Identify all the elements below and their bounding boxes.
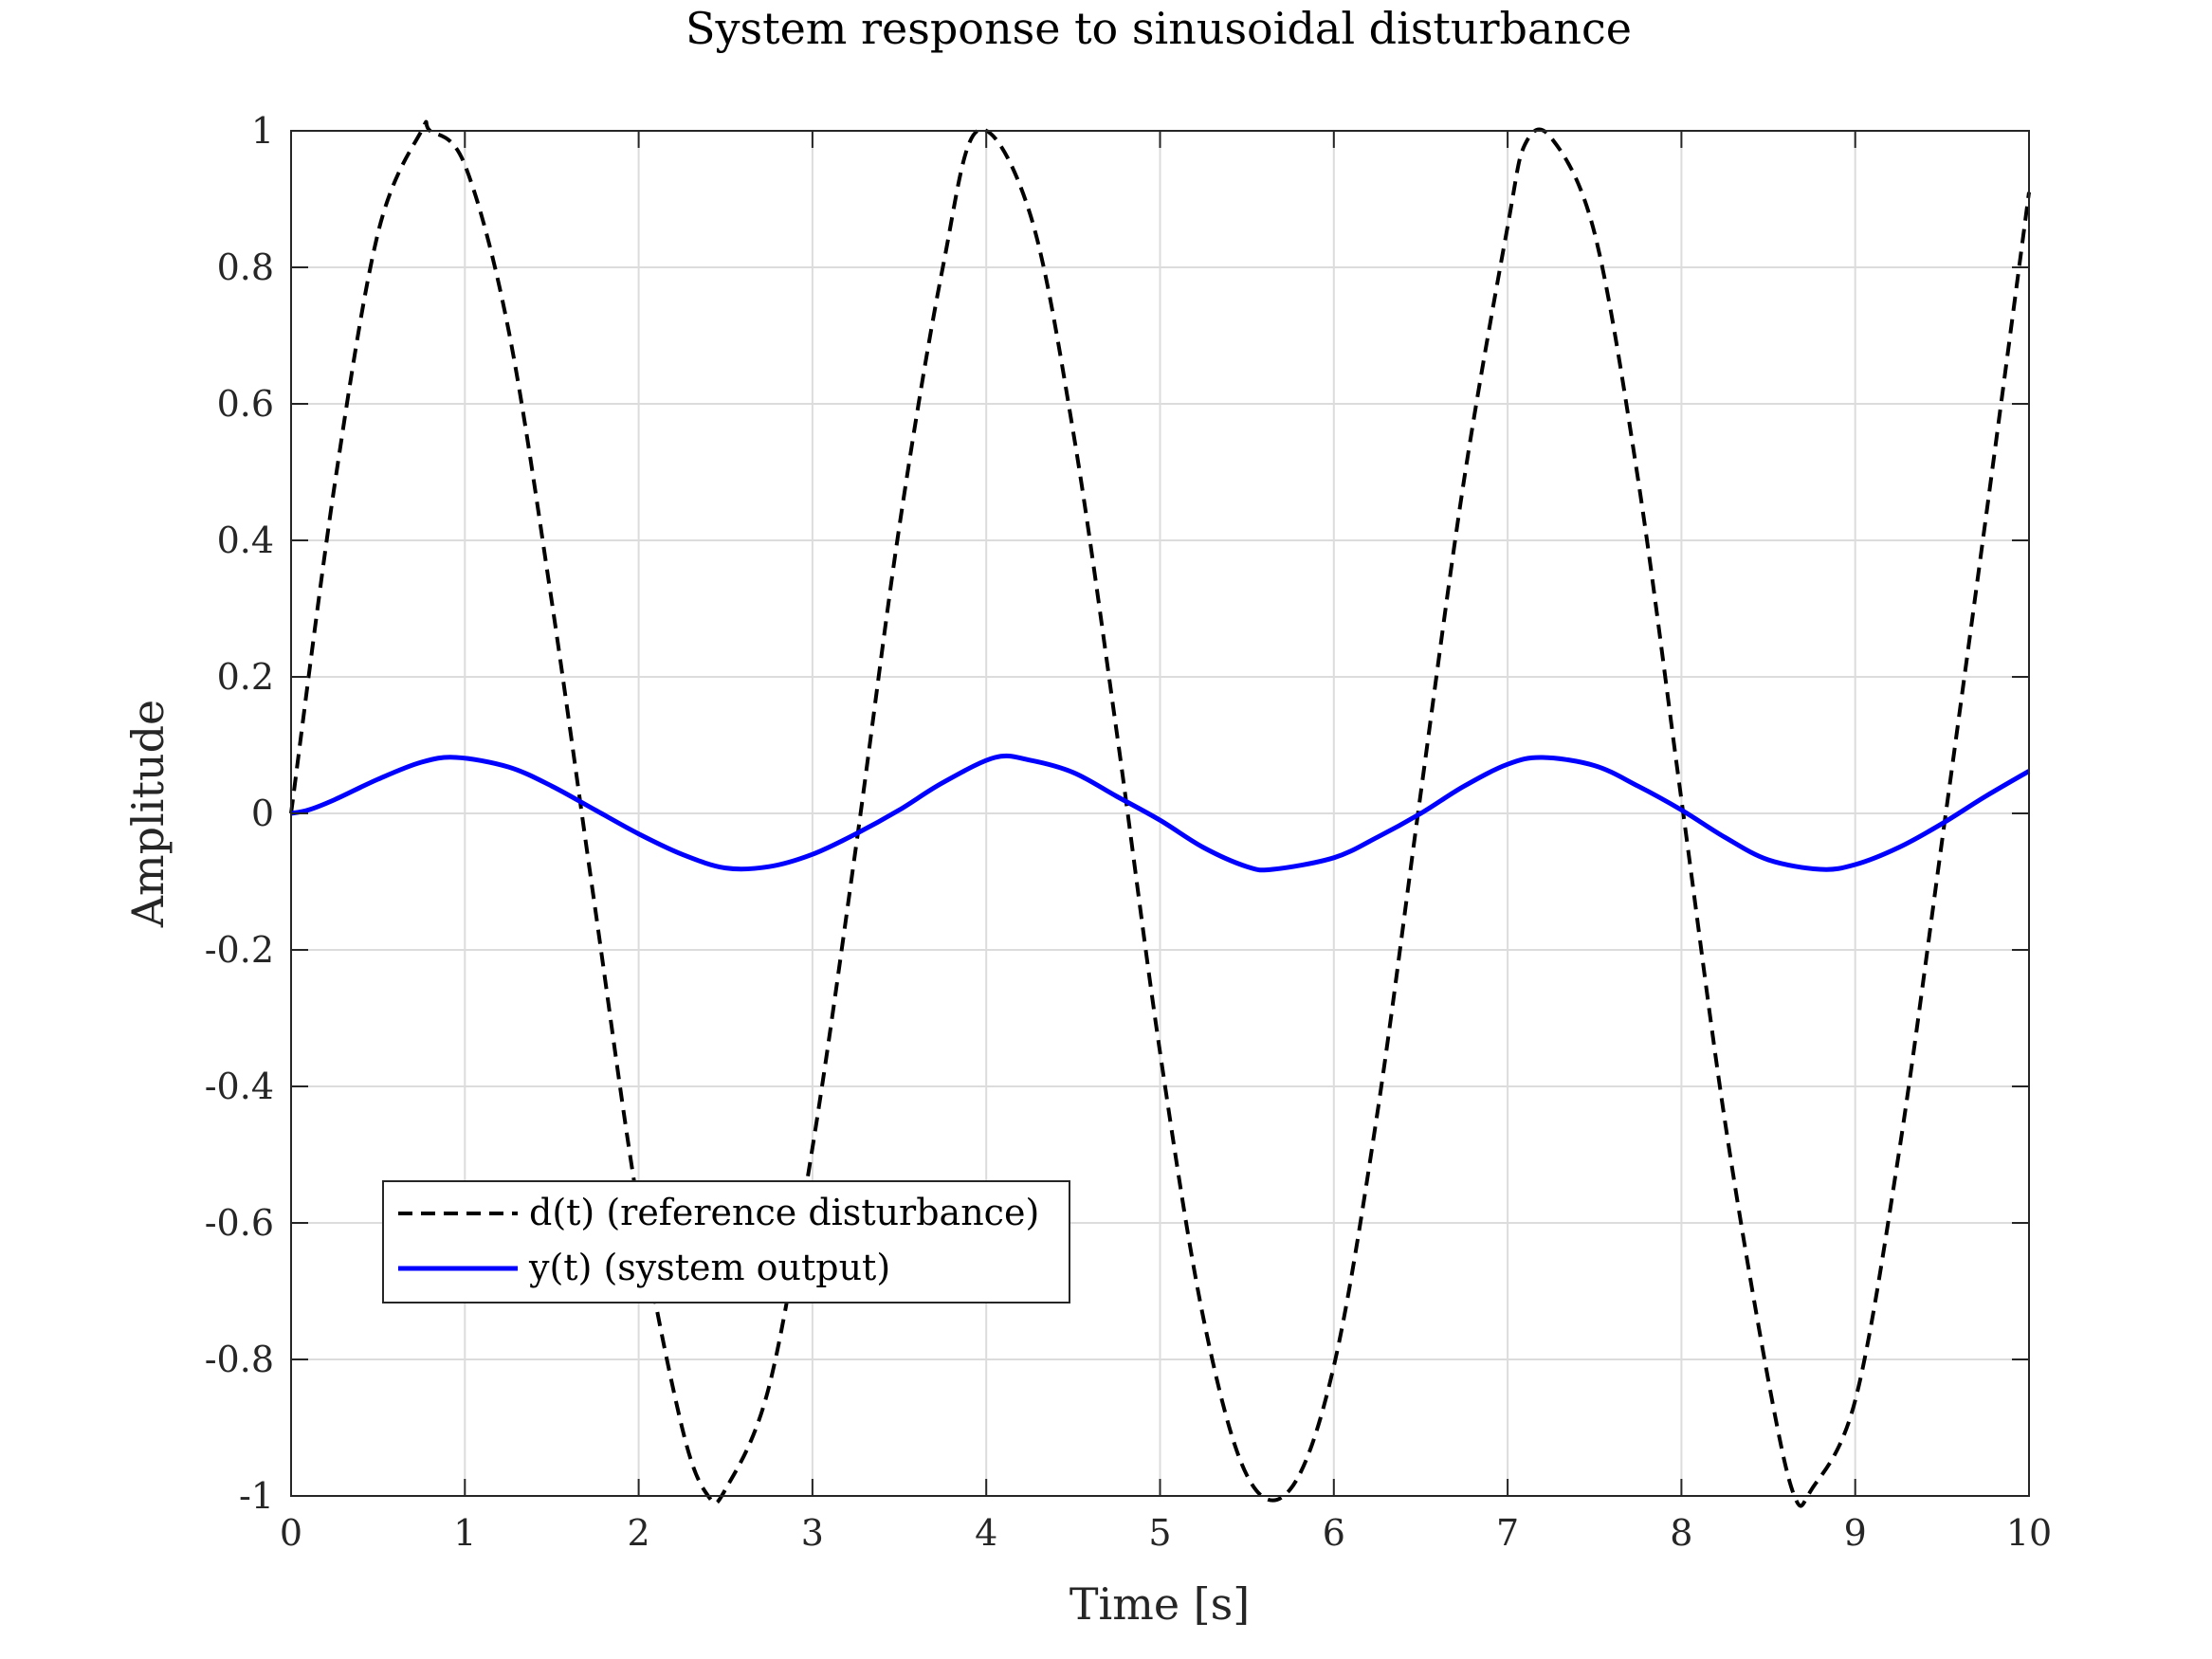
x-tick-label: 1	[453, 1512, 476, 1554]
x-tick-label: 10	[2006, 1512, 2052, 1554]
x-tick-label: 0	[280, 1512, 302, 1554]
legend: d(t) (reference disturbance) y(t) (syste…	[382, 1180, 1070, 1304]
series-layer	[289, 119, 2031, 1508]
y-tick-label: 0.6	[217, 383, 274, 425]
x-tick-label: 9	[1844, 1512, 1867, 1554]
x-tick-label: 4	[975, 1512, 997, 1554]
series-line-disturbance	[289, 119, 2031, 1508]
y-tick-label: -0.8	[205, 1339, 274, 1380]
y-axis-label: Amplitude	[122, 700, 174, 929]
y-tick-labels: -1 -0.8 -0.6 -0.4 -0.2 0 0.2 0.4 0.6 0.8 1	[205, 110, 274, 1517]
y-tick-label: 1	[251, 110, 274, 152]
legend-label-output: y(t) (system output)	[528, 1247, 890, 1288]
y-tick-label: -0.2	[205, 929, 274, 971]
y-tick-label: -1	[239, 1475, 274, 1517]
y-tick-label: 0.4	[217, 520, 274, 561]
x-tick-label: 8	[1670, 1512, 1692, 1554]
x-tick-labels: 0 1 2 3 4 5 6 7 8 9 10	[280, 1512, 2052, 1554]
x-tick-label: 3	[801, 1512, 824, 1554]
x-tick-label: 5	[1148, 1512, 1171, 1554]
x-tick-label: 7	[1496, 1512, 1519, 1554]
y-tick-label: 0	[251, 793, 274, 834]
y-tick-label: -0.6	[205, 1202, 274, 1244]
x-axis-label: Time [s]	[1069, 1578, 1250, 1630]
y-tick-label: -0.4	[205, 1066, 274, 1107]
y-tick-label: 0.2	[217, 656, 274, 698]
tick-marks	[290, 130, 2030, 1497]
legend-label-disturbance: d(t) (reference disturbance)	[529, 1192, 1039, 1233]
x-tick-label: 6	[1323, 1512, 1345, 1554]
y-tick-label: 0.8	[217, 246, 274, 288]
chart-title: System response to sinusoidal disturbanc…	[686, 3, 1632, 54]
series-line-output	[290, 753, 2031, 873]
legend-box	[382, 1180, 1070, 1304]
x-tick-label: 2	[628, 1512, 650, 1554]
